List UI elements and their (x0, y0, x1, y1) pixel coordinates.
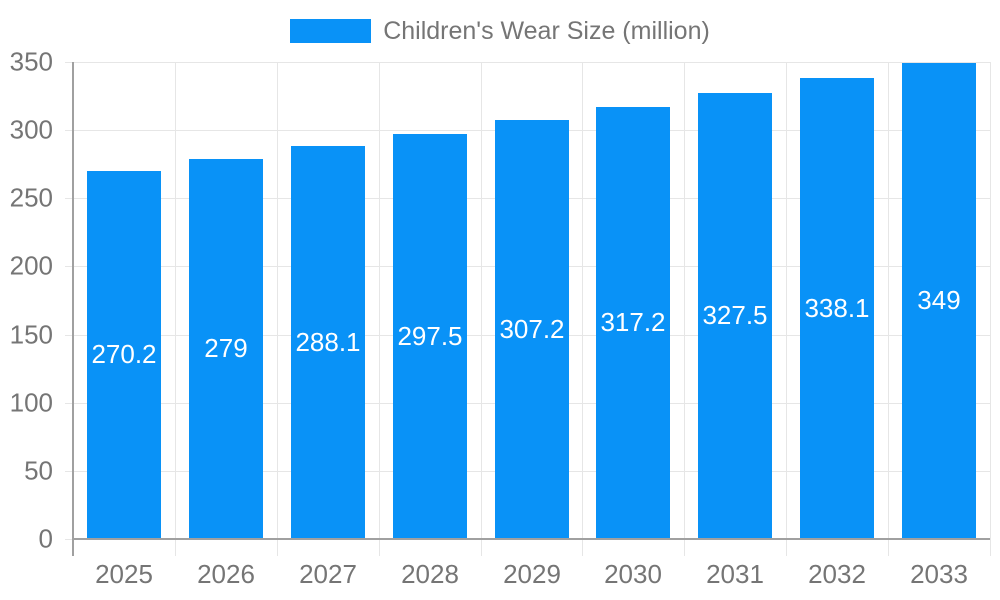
bar-value-label-2030: 317.2 (600, 307, 666, 337)
bar-value-label-2032: 338.1 (804, 292, 870, 323)
bar-2031[interactable]: 327.5 (698, 93, 772, 538)
bar-2025[interactable]: 270.2 (87, 171, 161, 538)
bar-2029[interactable]: 307.2 (495, 120, 569, 538)
bar-value-label-2025: 270.2 (91, 339, 157, 369)
bar-2026[interactable]: 279 (189, 159, 263, 538)
bar-2032[interactable]: 338.1 (800, 78, 874, 538)
x-tick-label-2031: 2031 (706, 559, 764, 589)
y-tick-label-200: 200 (9, 250, 53, 281)
x-tick-label-2032: 2032 (808, 559, 866, 589)
bar-value-label-2026: 279 (204, 333, 248, 363)
y-tick-label-50: 50 (24, 455, 53, 486)
legend-label: Children's Wear Size (million) (383, 16, 710, 45)
bar-2033[interactable]: 349 (902, 63, 976, 538)
y-tick-label-300: 300 (9, 114, 53, 145)
x-axis-line (72, 538, 990, 540)
v-gridline-9 (990, 62, 991, 556)
legend-swatch-icon (290, 19, 372, 43)
v-gridline-3 (379, 62, 380, 556)
bar-2028[interactable]: 297.5 (393, 134, 467, 538)
y-tick-label-150: 150 (9, 319, 53, 350)
y-tick-label-250: 250 (9, 182, 53, 213)
x-tick-label-2025: 2025 (95, 559, 153, 589)
y-tick-label-100: 100 (9, 387, 53, 418)
v-gridline-4 (481, 62, 482, 556)
v-gridline-5 (582, 62, 583, 556)
x-tick-label-2029: 2029 (503, 559, 561, 589)
bar-value-label-2033: 349 (917, 285, 961, 315)
x-axis-tick-0 (65, 539, 73, 540)
v-gridline-1 (175, 62, 176, 556)
bar-value-label-2029: 307.2 (499, 313, 565, 344)
y-tick-label-0: 0 (38, 523, 53, 554)
h-gridline-350 (65, 62, 990, 63)
v-gridline-2 (277, 62, 278, 556)
bar-value-label-2028: 297.5 (397, 320, 463, 351)
x-tick-label-2028: 2028 (401, 559, 459, 589)
y-tick-label-350: 350 (9, 46, 53, 77)
bar-value-label-2027: 288.1 (295, 326, 361, 357)
v-gridline-6 (684, 62, 685, 556)
y-axis-line (72, 62, 74, 556)
bar-2027[interactable]: 288.1 (291, 146, 365, 538)
x-tick-label-2030: 2030 (604, 559, 662, 589)
bar-2030[interactable]: 317.2 (596, 107, 670, 538)
x-tick-label-2027: 2027 (299, 559, 357, 589)
x-tick-label-2026: 2026 (197, 559, 255, 589)
v-gridline-8 (888, 62, 889, 556)
v-gridline-7 (786, 62, 787, 556)
bar-value-label-2031: 327.5 (702, 300, 768, 330)
chart-legend[interactable]: Children's Wear Size (million) (0, 17, 1000, 45)
x-tick-label-2033: 2033 (910, 559, 968, 589)
